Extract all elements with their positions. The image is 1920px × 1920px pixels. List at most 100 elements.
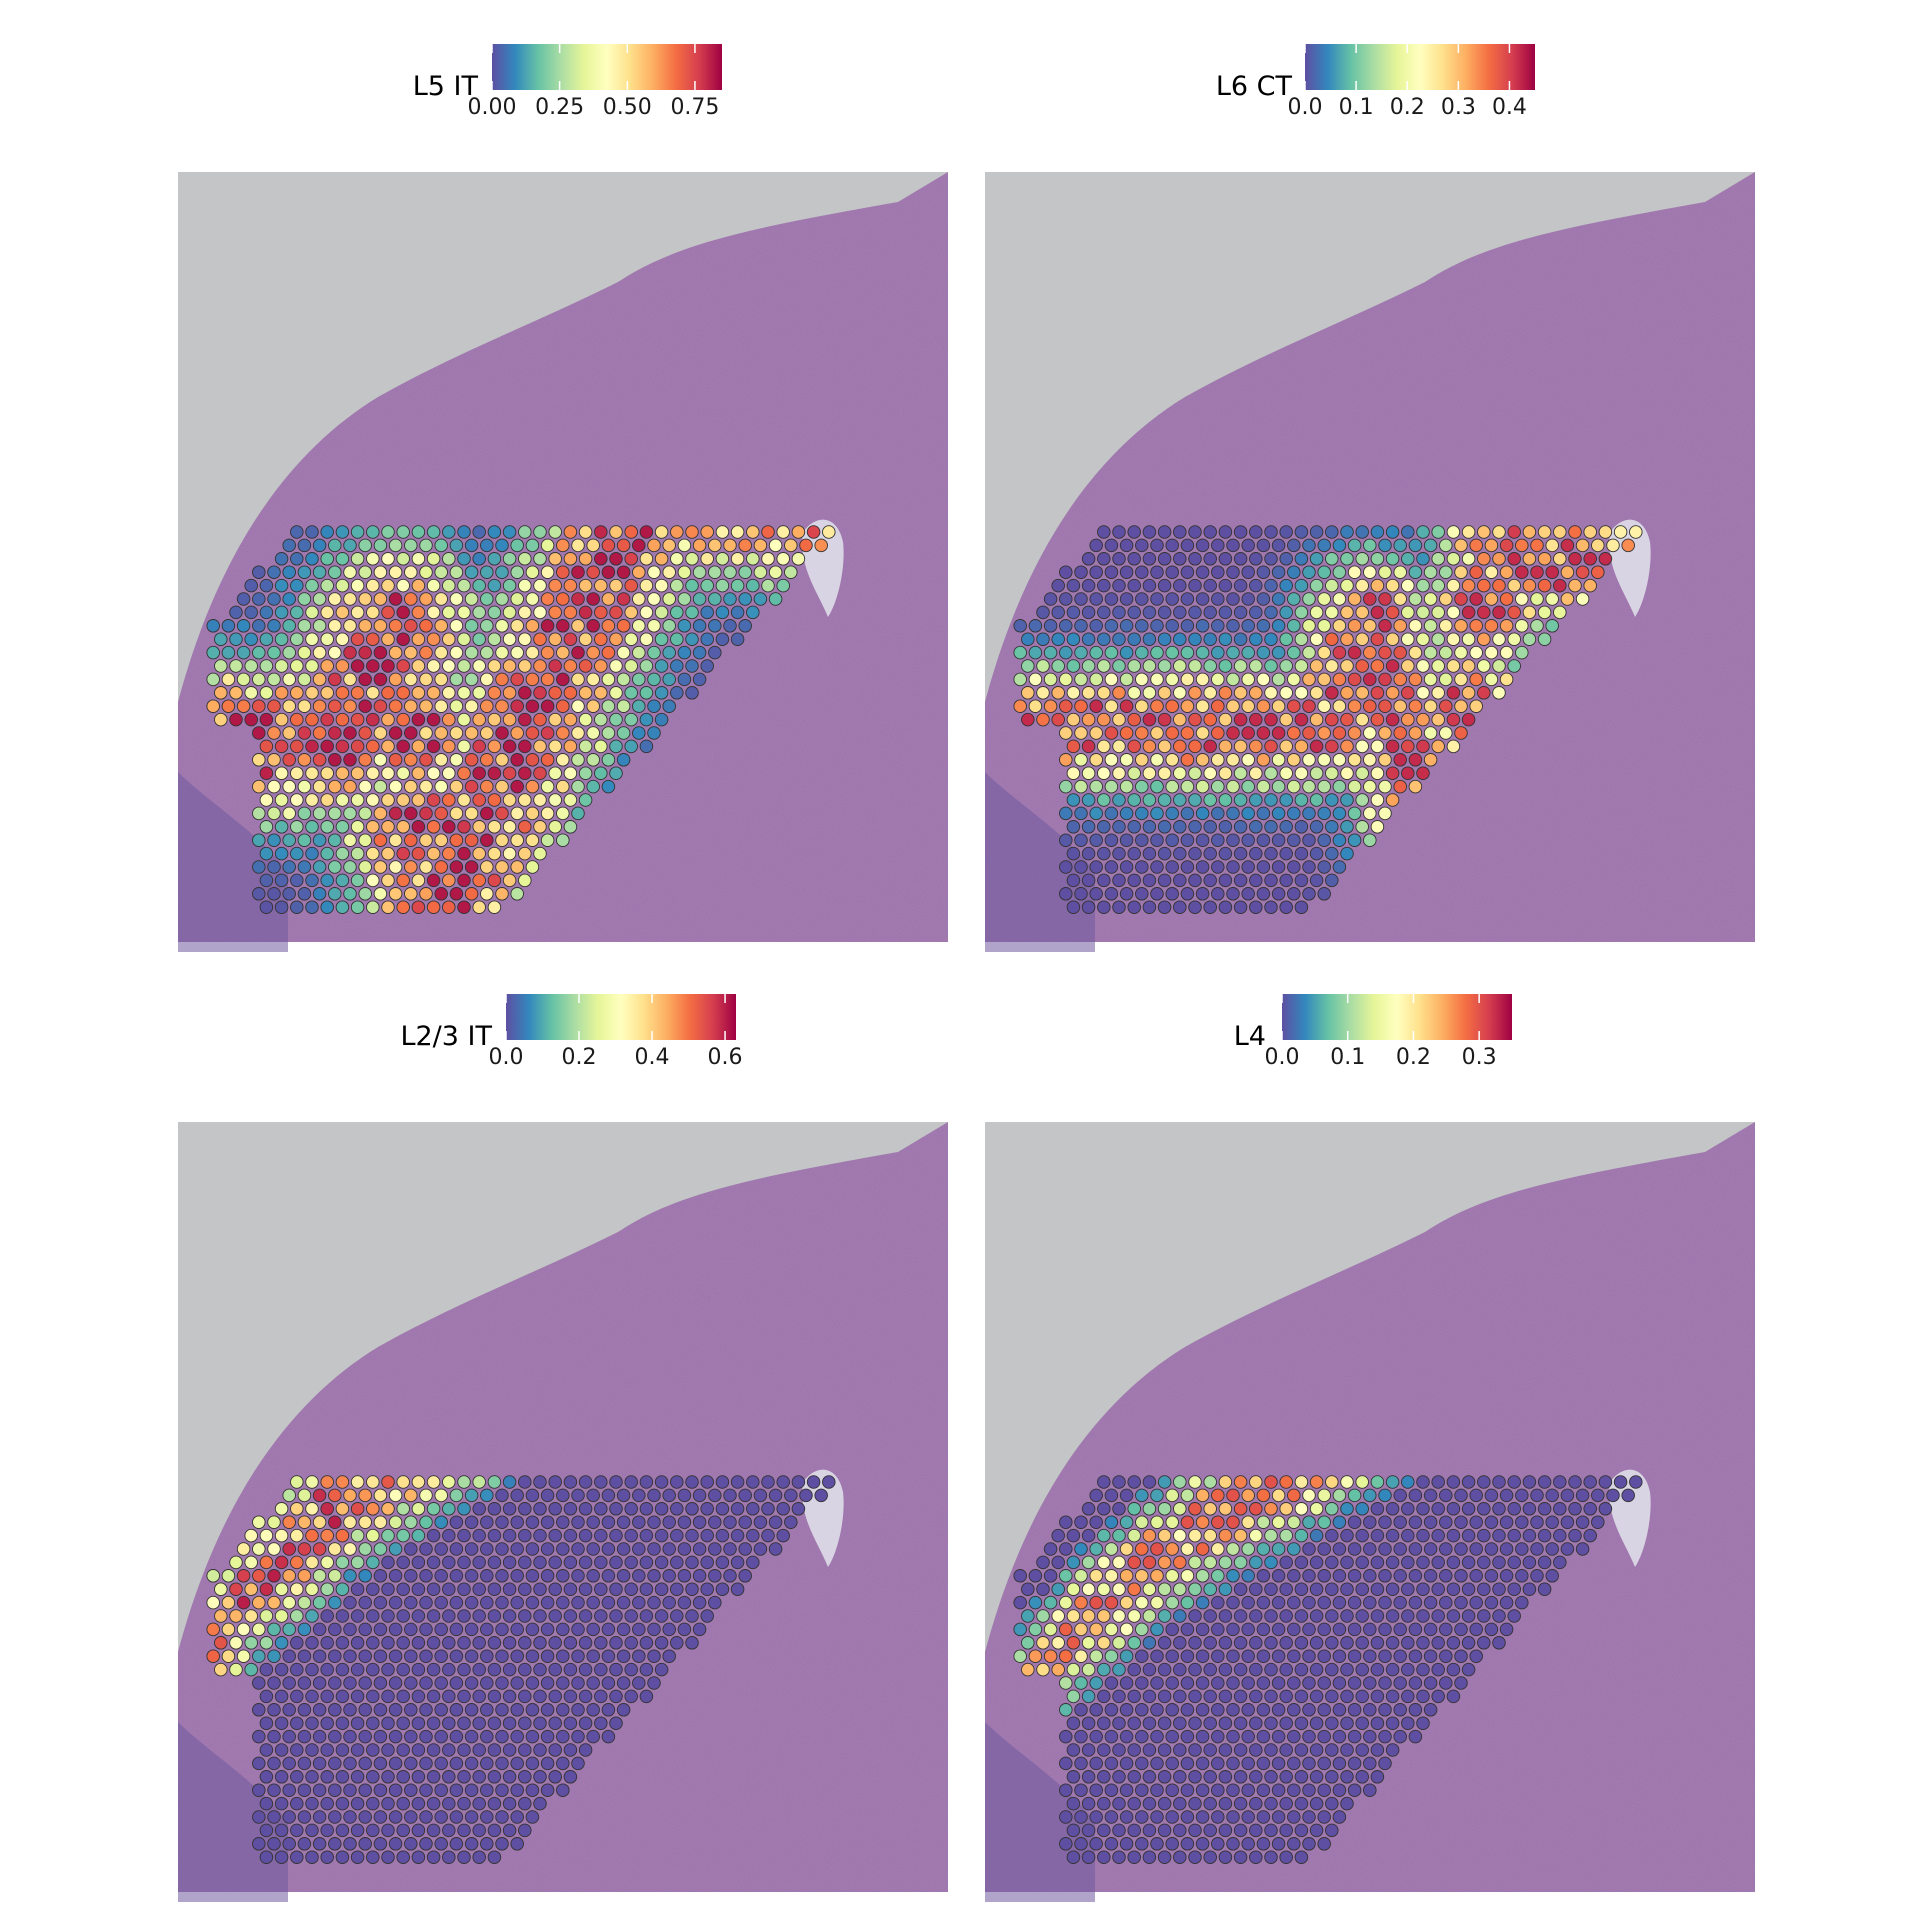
- spot: [1302, 1703, 1316, 1717]
- spot: [1385, 712, 1400, 727]
- spot: [1492, 525, 1506, 539]
- spot: [350, 766, 365, 780]
- spot: [1059, 1595, 1073, 1610]
- spot: [1279, 820, 1293, 834]
- spot: [343, 887, 357, 901]
- spot: [426, 1528, 441, 1543]
- spot: [556, 1622, 570, 1637]
- spot: [723, 538, 737, 553]
- spot: [1203, 1770, 1217, 1784]
- spot: [730, 632, 745, 646]
- spot: [1378, 1703, 1392, 1717]
- spot: [1454, 1676, 1468, 1690]
- spot: [290, 793, 304, 807]
- spot: [472, 846, 486, 861]
- spot: [472, 1662, 486, 1677]
- spot: [1241, 1676, 1255, 1690]
- spot: [1264, 1475, 1278, 1489]
- spot: [1477, 632, 1491, 646]
- spot: [434, 1703, 448, 1717]
- spot: [662, 1515, 676, 1529]
- spot: [464, 1676, 479, 1690]
- spot: [616, 699, 631, 713]
- spot: [1226, 1729, 1240, 1744]
- spot: [502, 1555, 517, 1570]
- spot: [1363, 645, 1377, 660]
- spot: [1294, 1689, 1309, 1704]
- spot: [267, 1810, 281, 1824]
- spot: [350, 578, 365, 593]
- spot: [1066, 1716, 1081, 1730]
- spot: [1195, 1515, 1210, 1529]
- spot: [1279, 739, 1293, 754]
- spot: [563, 686, 578, 700]
- spot: [1028, 699, 1043, 713]
- spot: [670, 1502, 684, 1516]
- spot: [1127, 1636, 1141, 1650]
- spot: [1013, 672, 1027, 687]
- spot: [1203, 1716, 1217, 1730]
- spot: [472, 1609, 486, 1623]
- spot: [411, 686, 426, 700]
- spot: [495, 592, 509, 606]
- spot: [1431, 686, 1445, 700]
- spot: [639, 1555, 654, 1570]
- tissue-image: [985, 1122, 1755, 1902]
- spot: [442, 1609, 456, 1623]
- spot: [495, 565, 509, 579]
- spot: [502, 846, 517, 861]
- spot: [1233, 1475, 1248, 1489]
- spot: [1233, 712, 1248, 727]
- spot: [1613, 1475, 1628, 1489]
- spot: [457, 793, 471, 807]
- spot: [1097, 820, 1111, 834]
- spot: [1059, 1783, 1073, 1797]
- spot: [632, 1595, 646, 1610]
- spot: [556, 645, 570, 660]
- spot: [578, 1689, 593, 1704]
- spot: [1431, 1582, 1445, 1596]
- spot: [312, 1810, 327, 1824]
- spot: [654, 1475, 669, 1489]
- spot: [1074, 887, 1088, 901]
- spot: [419, 1649, 433, 1663]
- spot: [1241, 1622, 1255, 1637]
- spot: [556, 1542, 570, 1556]
- spot: [244, 712, 258, 727]
- spot: [586, 1488, 600, 1503]
- spot: [1370, 1689, 1385, 1704]
- spot: [1036, 1609, 1050, 1623]
- spot: [1325, 1582, 1339, 1596]
- spot: [1332, 538, 1347, 553]
- spot: [1477, 1636, 1491, 1650]
- spot: [1256, 1569, 1271, 1583]
- spot: [320, 1689, 334, 1704]
- spot: [1423, 1703, 1438, 1717]
- spot: [1309, 632, 1324, 646]
- spot: [1157, 820, 1172, 834]
- spot: [708, 1569, 722, 1583]
- spot: [1264, 1689, 1278, 1704]
- spot: [1287, 726, 1301, 740]
- spot: [1112, 578, 1126, 593]
- spot: [487, 1770, 502, 1784]
- spot: [373, 592, 388, 606]
- spot: [1385, 605, 1400, 620]
- spot: [1157, 793, 1172, 807]
- spot: [1325, 793, 1339, 807]
- spot: [525, 699, 540, 713]
- spot: [214, 1662, 228, 1677]
- spot: [1043, 672, 1058, 687]
- spot: [305, 900, 319, 914]
- spot: [776, 1528, 790, 1543]
- spot: [594, 712, 608, 727]
- spot: [1165, 1729, 1179, 1744]
- spot: [1553, 605, 1567, 620]
- spot: [487, 1662, 502, 1677]
- spot: [282, 1515, 296, 1529]
- spot: [1355, 632, 1369, 646]
- spot: [1287, 1542, 1301, 1556]
- spot: [1309, 846, 1324, 861]
- spot: [1325, 766, 1339, 780]
- spot: [1233, 552, 1248, 566]
